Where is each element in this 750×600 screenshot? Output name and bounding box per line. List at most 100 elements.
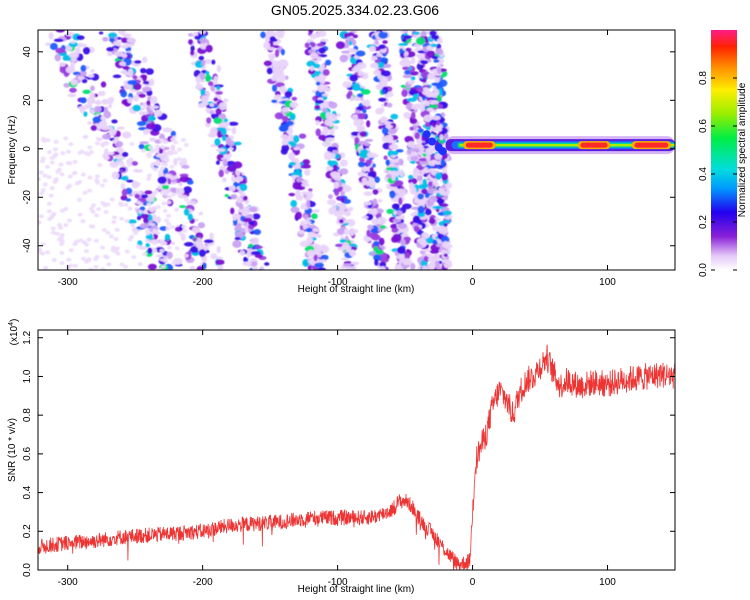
heatmap-stripe-cell	[170, 130, 176, 138]
heatmap-haze-cell	[147, 206, 153, 211]
heatmap-haze-cell	[49, 156, 55, 161]
heatmap-stripe-cell	[398, 43, 408, 47]
heatmap-haze-cell	[42, 182, 48, 187]
heatmap-stripe-cell	[301, 179, 309, 184]
heatmap-stripe-cell	[311, 213, 318, 220]
heatmap-haze-cell	[102, 203, 108, 208]
heatmap-stripe-cell	[339, 159, 348, 167]
heatmap-x-tick-label: 0	[470, 277, 476, 288]
heatmap-haze-cell	[140, 148, 146, 153]
heatmap-stripe-cell	[102, 36, 109, 42]
heatmap-stripe-cell	[416, 169, 421, 175]
heatmap-stripe-cell	[194, 60, 204, 68]
heatmap-stripe-cell	[319, 38, 329, 42]
heatmap-stripe-cell	[53, 38, 64, 43]
heatmap-haze-cell	[124, 219, 130, 224]
heatmap-haze-cell	[46, 150, 52, 155]
heatmap-haze-cell	[94, 213, 100, 218]
heatmap-stripe-cell	[82, 89, 92, 94]
heatmap-stripe-cell	[313, 209, 320, 213]
heatmap-stripe-cell	[379, 261, 387, 268]
heatmap-stripe-cell	[213, 117, 223, 124]
heatmap-stripe-cell	[126, 179, 134, 183]
heatmap-stripe-cell	[342, 81, 352, 88]
heatmap-stripe-cell	[378, 97, 387, 102]
heatmap-stripe-cell	[164, 233, 171, 241]
heatmap-stripe-cell	[198, 249, 206, 258]
heatmap-stripe-cell	[400, 239, 406, 246]
snr-x-ticks: -300 -200 -100 0 100	[58, 330, 616, 588]
heatmap-haze-cell	[159, 166, 165, 171]
heatmap-stripe-cell	[390, 154, 397, 159]
heatmap-stripe-cell	[438, 221, 445, 227]
heatmap-stripe-cell	[437, 67, 442, 75]
heatmap-stripe-cell	[111, 119, 118, 124]
heatmap-stripe-cell	[312, 227, 321, 233]
heatmap-haze-cell	[168, 151, 174, 156]
heatmap-stripe-cell	[179, 205, 187, 209]
heatmap-stripe-cell	[207, 81, 214, 87]
heatmap-stripe-cell	[89, 108, 96, 115]
heatmap-stripe-cell	[90, 85, 95, 92]
heatmap-stripe-cell	[355, 50, 366, 57]
heatmap-stripe-cell	[434, 76, 440, 83]
heatmap-stripe-cell	[55, 47, 65, 54]
heatmap-stripe-cell	[138, 93, 146, 98]
heatmap-stripe-cell	[315, 120, 320, 126]
heatmap-stripe-cell	[339, 54, 348, 63]
heatmap-stripe-cell	[296, 177, 303, 183]
heatmap-stripe-cell	[189, 265, 196, 270]
heatmap-stripe-cell	[363, 191, 373, 196]
heatmap-stripe-cell	[65, 66, 76, 74]
heatmap-stripe-cell	[232, 213, 238, 221]
heatmap-stripe-cell	[417, 205, 425, 214]
heatmap-stripe-cell	[146, 100, 151, 106]
heatmap-stripe-cell	[195, 242, 205, 249]
heatmap-stripe-cell	[191, 226, 199, 234]
heatmap-haze-cell	[87, 145, 93, 150]
snr-y-multiplier-exponent: 4	[8, 322, 15, 326]
heatmap-stripe-cell	[404, 51, 409, 57]
heatmap-haze-cell	[94, 174, 100, 179]
heatmap-haze-cell	[161, 264, 167, 269]
heatmap-stripe-cell	[400, 30, 408, 34]
heatmap-haze-cell	[183, 197, 189, 202]
colorbar-tick-label: 0.0	[698, 263, 709, 277]
heatmap-stripe-cell	[389, 183, 399, 187]
heatmap-stripe-cell	[364, 138, 374, 143]
heatmap-stripe-cell	[306, 249, 316, 257]
heatmap-stripe-cell	[426, 237, 434, 244]
colorbar-label: Normalized spectral amplitude	[737, 82, 748, 217]
heatmap-stripe-cell	[410, 155, 419, 161]
heatmap-stripe-cell	[410, 262, 416, 270]
heatmap-stripe-cell	[389, 190, 396, 199]
heatmap-haze-cell	[152, 191, 158, 196]
heatmap-stripe-cell	[248, 206, 258, 212]
heatmap-stripe-cell	[368, 45, 376, 53]
heatmap-stripe-cell	[402, 258, 413, 266]
heatmap-stripe-cell	[434, 153, 443, 160]
heatmap-stripe-cell	[385, 124, 394, 129]
heatmap-stripe-cell	[331, 204, 337, 211]
heatmap-stripe-cell	[117, 146, 123, 153]
heatmap-stripe-cell	[386, 208, 394, 214]
heatmap-stripe-cell	[289, 101, 299, 108]
heatmap-stripe-cell	[171, 179, 178, 183]
heatmap-haze-cell	[142, 209, 148, 214]
heatmap-ridge-peak	[580, 142, 608, 148]
heatmap-stripe-cell	[333, 181, 340, 189]
heatmap-haze-cell	[145, 228, 151, 233]
heatmap-haze-cell	[109, 197, 115, 202]
heatmap-stripe-cell	[238, 202, 244, 211]
snr-y-tick-label: 1.2	[22, 330, 33, 344]
heatmap-stripe-cell	[269, 55, 274, 62]
heatmap-ridge-blob	[428, 137, 437, 146]
heatmap-stripe-cell	[108, 129, 117, 137]
heatmap-stripe-cell	[215, 108, 222, 116]
heatmap-stripe-cell	[328, 128, 335, 135]
heatmap-stripe-cell	[431, 55, 439, 60]
heatmap-stripe-cell	[70, 78, 78, 86]
colorbar-tick-label: 0.6	[698, 119, 709, 133]
heatmap-stripe-cell	[352, 83, 361, 91]
snr-y-tick-label: 0.4	[22, 485, 33, 499]
